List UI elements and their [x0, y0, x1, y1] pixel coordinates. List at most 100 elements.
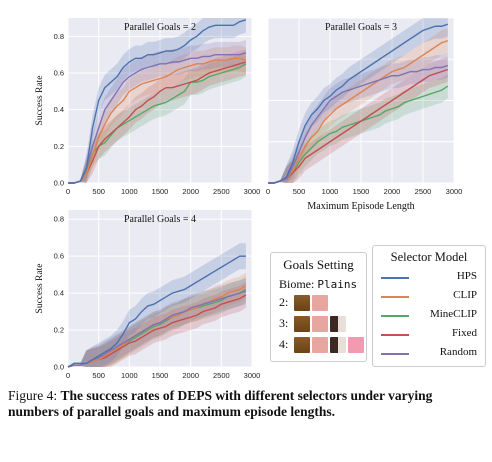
x-tick-label: 500	[92, 187, 105, 196]
goals-row-label: 4:	[279, 337, 289, 351]
series-line-hps	[68, 19, 247, 184]
series-line-clip	[268, 40, 449, 184]
confidence-band-hps	[68, 18, 246, 183]
y-axis-label: Success Rate	[35, 76, 45, 126]
confidence-band-clip	[268, 28, 448, 183]
x-tick-label: 500	[293, 187, 306, 196]
log-icon	[294, 337, 310, 354]
confidence-band-clip	[68, 272, 246, 367]
confidence-band-random	[268, 53, 448, 183]
legend-label: MineCLIP	[429, 308, 477, 320]
y-tick-label: 0.8	[54, 215, 64, 224]
y-tick-label: 0.2	[54, 142, 64, 151]
biome-value: Plains	[317, 278, 358, 291]
x-tick-label: 1000	[121, 371, 138, 380]
series-line-fixed	[268, 68, 449, 184]
series-line-random	[67, 290, 247, 368]
biome-line: Biome: Plains	[279, 277, 357, 292]
confidence-band-fixed	[68, 282, 246, 367]
legend-label: Fixed	[451, 327, 477, 339]
x-tick-label: 0	[66, 371, 70, 380]
pig-icon	[312, 295, 328, 312]
pink-pig-icon	[348, 337, 364, 354]
log-icon	[294, 295, 310, 312]
cow-icon	[330, 316, 346, 333]
y-axis-label: Success Rate	[35, 264, 45, 314]
series-line-fixed	[68, 61, 247, 184]
goals-row-3: 3:	[279, 316, 348, 333]
legend-item-hps: HPS	[379, 268, 481, 288]
legend-swatch	[381, 334, 409, 336]
x-tick-label: 1500	[152, 187, 169, 196]
confidence-band-fixed	[68, 49, 246, 183]
series-line-random	[268, 64, 449, 184]
legend-swatch	[381, 296, 409, 298]
x-tick-label: 2500	[213, 187, 230, 196]
y-tick-label: 0.0	[54, 363, 64, 372]
charts-canvas: 0 500 1000 1500 2000 2500 3000 0.0 0.2 0.4 0.6 0.8 P…	[35, 17, 463, 380]
x-tick-label: 2000	[182, 187, 199, 196]
chart-panel-2: 0 500 1000 1500 2000 2500 3000 Parallel Goals =…	[266, 17, 463, 212]
goals-row-2: 2:	[279, 295, 330, 312]
legend-item-fixed: Fixed	[379, 325, 481, 345]
x-tick-label: 2500	[213, 371, 230, 380]
x-tick-label: 3000	[244, 187, 261, 196]
y-tick-label: 0.0	[54, 179, 64, 188]
goals-row-4: 4:	[279, 337, 366, 354]
chart-title: Parallel Goals = 4	[124, 214, 196, 225]
x-tick-label: 2500	[415, 187, 432, 196]
legend-title: Selector Model	[390, 250, 468, 264]
legend-swatch	[381, 277, 409, 279]
legend-item-mineclip: MineCLIP	[379, 306, 481, 326]
goals-setting-title: Goals Setting	[283, 257, 354, 272]
pig-icon	[312, 337, 328, 354]
series-line-clip	[68, 57, 247, 184]
x-tick-label: 0	[66, 187, 70, 196]
confidence-band-fixed	[268, 57, 448, 183]
series-line-random	[68, 52, 247, 184]
chart-panel-3: 0 500 1000 1500 2000 2500 3000 0.0 0.2 0.4 0.6 0.8 P…	[35, 210, 260, 380]
x-tick-label: 3000	[244, 371, 261, 380]
figure-caption: Figure 4: The success rates of DEPS with…	[8, 388, 486, 420]
confidence-band-hps	[68, 243, 246, 367]
x-tick-label: 2000	[384, 187, 401, 196]
legend-item-clip: CLIP	[379, 287, 481, 307]
series-line-hps	[268, 23, 449, 184]
y-tick-label: 0.4	[54, 289, 64, 298]
confidence-band-mineclip	[268, 73, 448, 183]
log-icon	[294, 316, 310, 333]
x-tick-label: 1500	[152, 371, 169, 380]
y-tick-label: 0.6	[54, 252, 64, 261]
legend-swatch	[381, 353, 409, 355]
legend-label: Random	[439, 346, 477, 358]
confidence-band-hps	[268, 18, 448, 183]
series-line-mineclip	[268, 85, 449, 184]
selector-legend: Selector Model HPS CLIP MineCLIP Fixed Rando…	[372, 245, 486, 367]
biome-label: Biome:	[279, 277, 315, 291]
goals-row-label: 2:	[279, 295, 289, 309]
x-tick-label: 3000	[446, 187, 463, 196]
caption-text: The success rates of DEPS with different…	[8, 388, 433, 419]
x-tick-label: 1000	[121, 187, 138, 196]
x-tick-label: 1500	[353, 187, 370, 196]
legend-label: HPS	[456, 270, 477, 282]
y-tick-label: 0.6	[54, 69, 64, 78]
chart-title: Parallel Goals = 2	[124, 22, 196, 33]
y-tick-label: 0.8	[54, 32, 64, 41]
y-tick-label: 0.4	[54, 105, 64, 114]
goals-row-label: 3:	[279, 316, 289, 330]
confidence-band-mineclip	[68, 276, 246, 367]
x-tick-label: 2000	[182, 371, 199, 380]
chart-panel-1: 0 500 1000 1500 2000 2500 3000 0.0 0.2 0.4 0.6 0.8 P…	[35, 18, 260, 196]
y-tick-label: 0.2	[54, 326, 64, 335]
legend-swatch	[381, 315, 409, 317]
series-line-hps	[67, 255, 246, 368]
caption-prefix: Figure 4:	[8, 388, 58, 403]
legend-item-random: Random	[379, 344, 481, 364]
goals-setting-panel: Goals Setting Biome: Plains 2: 3: 4:	[270, 252, 367, 362]
x-tick-label: 0	[266, 187, 270, 196]
confidence-band-random	[68, 278, 246, 367]
pig-icon	[312, 316, 328, 333]
chart-title: Parallel Goals = 3	[325, 22, 397, 33]
confidence-band-mineclip	[68, 51, 246, 183]
